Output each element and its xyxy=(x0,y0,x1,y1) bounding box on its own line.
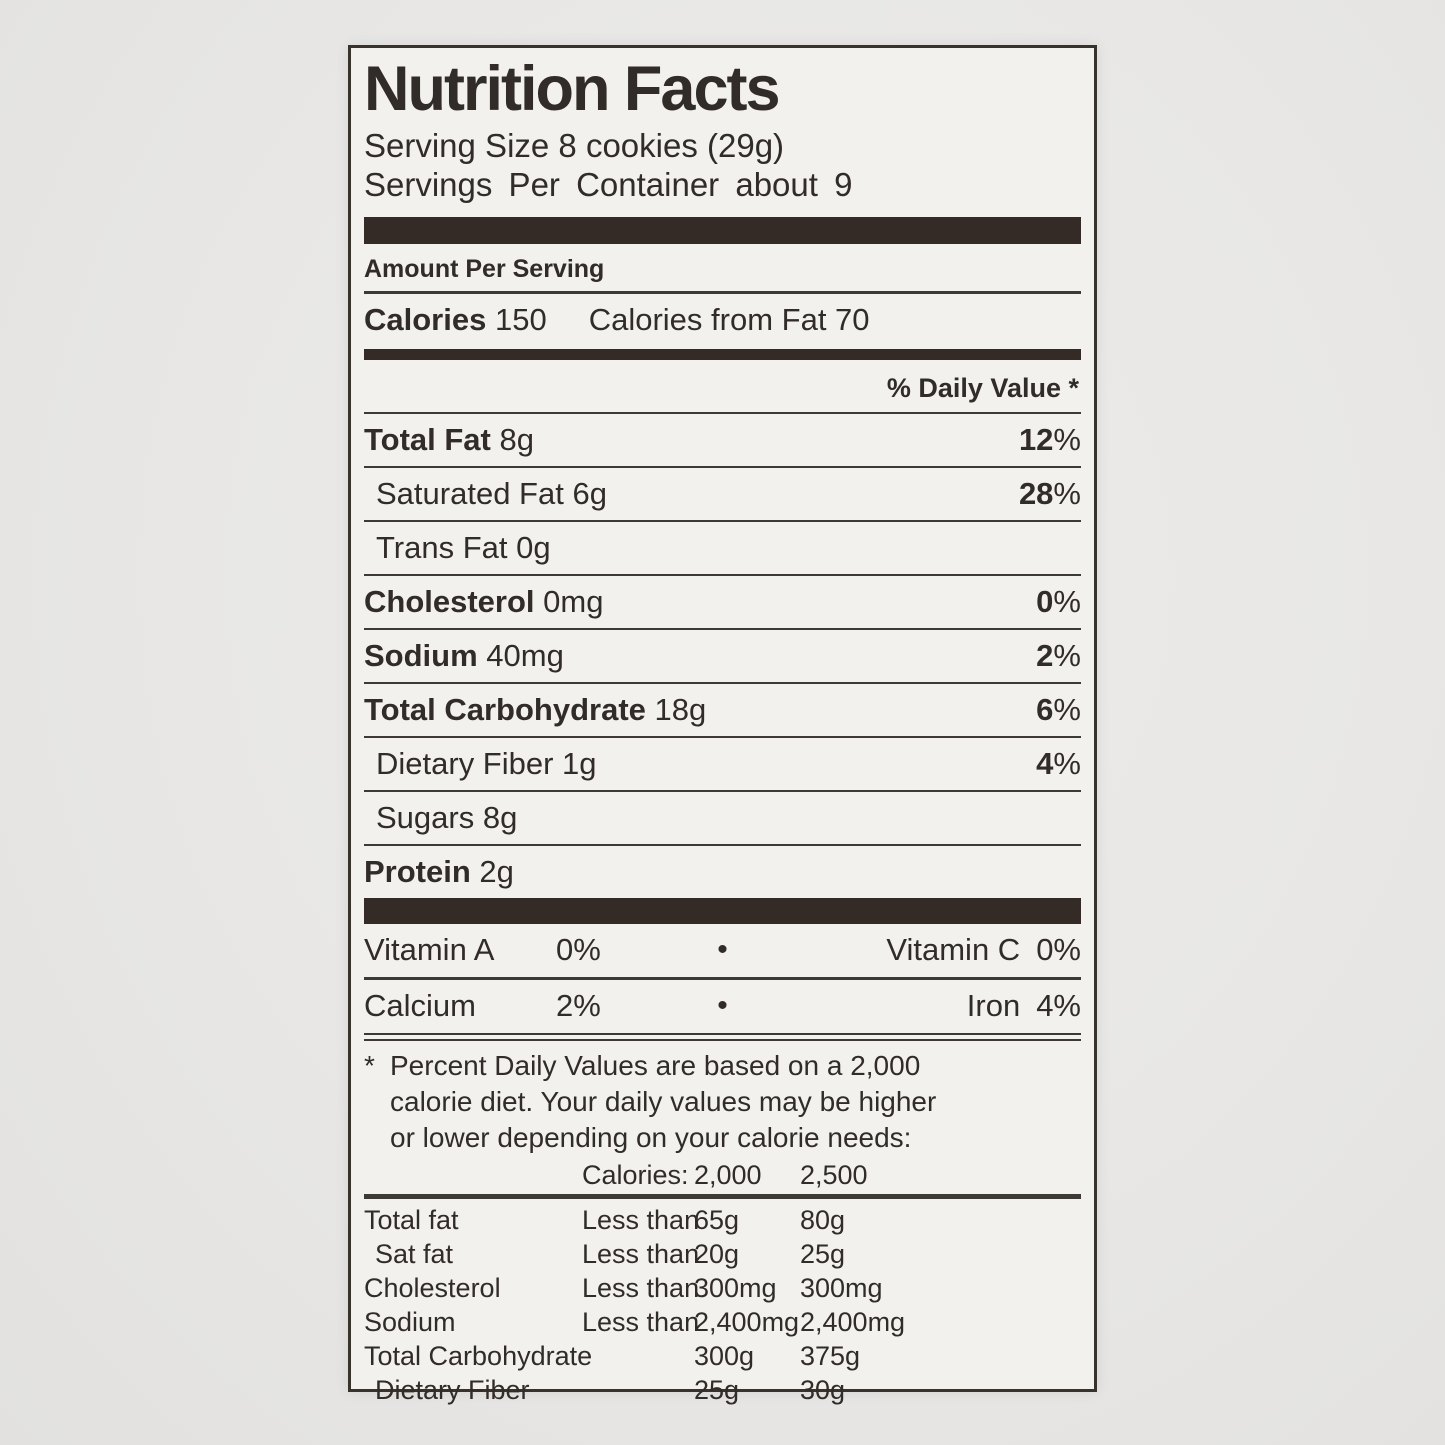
col-2000-header: 2,000 xyxy=(694,1160,762,1190)
nutrient-rows: Total Fat 8g 12% Saturated Fat 6g 28% Trans … xyxy=(364,414,1081,898)
calories-header: Calories: xyxy=(582,1160,689,1190)
reference-col1: 65g xyxy=(694,1205,740,1235)
reference-name: Sodium xyxy=(364,1307,456,1337)
footnote-text: Percent Daily Values are based on a 2,00… xyxy=(390,1050,937,1153)
percent-daily-value-heading: % Daily Value * xyxy=(364,367,1081,414)
nutrient-row: Sugars 8g xyxy=(364,792,1081,846)
calories-from-fat: Calories from Fat 70 xyxy=(588,302,870,337)
nutrient-name-amount: Total Carbohydrate 18g xyxy=(364,692,707,727)
reference-table-row: Sodium Less than 2,400mg 2,400mg xyxy=(364,1305,1081,1339)
iron: Iron 4% xyxy=(966,988,1081,1023)
reference-qualifier: Less than xyxy=(582,1205,700,1235)
reference-table-row: Total fat Less than 65g 80g xyxy=(364,1203,1081,1237)
reference-col2: 30g xyxy=(800,1375,846,1405)
reference-name: Total Carbohydrate xyxy=(364,1341,593,1371)
nutrient-row: Dietary Fiber 1g 4% xyxy=(364,738,1081,792)
nutrient-daily-value: 6% xyxy=(1036,692,1081,727)
nutrient-row: Cholesterol 0mg 0% xyxy=(364,576,1081,630)
nutrition-facts-label: Nutrition Facts Serving Size 8 cookies (… xyxy=(348,45,1097,1405)
nutrient-name-amount: Protein 2g xyxy=(364,854,514,889)
bullet-separator: • xyxy=(717,933,728,966)
footnote: * Percent Daily Values are based on a 2,… xyxy=(364,1048,1081,1156)
reference-qualifier: Less than xyxy=(582,1307,700,1337)
vitamin-row-1: Vitamin A 0% • Vitamin C 0% xyxy=(364,924,1081,980)
reference-col2: 375g xyxy=(800,1341,861,1371)
nutrient-daily-value: 0% xyxy=(1036,584,1081,619)
nutrient-name-amount: Saturated Fat 6g xyxy=(376,476,607,511)
reference-col2: 80g xyxy=(800,1205,846,1235)
reference-col1: 300g xyxy=(694,1341,755,1371)
reference-table-row: Sat fat Less than 20g 25g xyxy=(364,1237,1081,1271)
reference-col1: 20g xyxy=(694,1239,740,1269)
amount-per-serving-heading: Amount Per Serving xyxy=(364,255,1081,294)
reference-col2: 25g xyxy=(800,1239,846,1269)
nutrient-row: Sodium 40mg 2% xyxy=(364,630,1081,684)
nutrient-row: Trans Fat 0g xyxy=(364,522,1081,576)
reference-table-header: Calories: 2,000 2,500 xyxy=(364,1158,1081,1199)
calories-row: Calories 150 Calories from Fat 70 xyxy=(364,294,1081,347)
reference-table-row: Dietary Fiber 25g 30g xyxy=(364,1373,1081,1407)
separator-bar-top xyxy=(364,217,1081,244)
nutrient-daily-value: 12% xyxy=(1018,422,1081,457)
reference-qualifier xyxy=(582,1339,694,1373)
nutrient-row: Total Carbohydrate 18g 6% xyxy=(364,684,1081,738)
nutrient-name-amount: Sugars 8g xyxy=(376,800,518,835)
separator-bar-calories xyxy=(364,349,1081,360)
nutrient-name-amount: Total Fat 8g xyxy=(364,422,534,457)
serving-size-line: Serving Size 8 cookies (29g) xyxy=(364,127,785,164)
nutrient-daily-value: 4% xyxy=(1036,746,1081,781)
reference-table-row: Cholesterol Less than 300mg 300mg xyxy=(364,1271,1081,1305)
reference-col1: 2,400mg xyxy=(694,1307,800,1337)
vitamin-a: Vitamin A 0% xyxy=(364,932,601,967)
nutrient-daily-value: 2% xyxy=(1036,638,1081,673)
reference-name: Dietary Fiber xyxy=(375,1375,530,1405)
reference-col1: 300mg xyxy=(694,1273,777,1303)
nutrient-name-amount: Cholesterol 0mg xyxy=(364,584,604,619)
calcium: Calcium 2% xyxy=(364,988,601,1023)
nutrient-row: Total Fat 8g 12% xyxy=(364,414,1081,468)
reference-table-row: Total Carbohydrate 300g 375g xyxy=(364,1339,1081,1373)
nutrient-name-amount: Dietary Fiber 1g xyxy=(376,746,597,781)
separator-bar-protein xyxy=(364,898,1081,924)
daily-values-reference-table: Calories: 2,000 2,500 Total fat Less than… xyxy=(364,1158,1081,1407)
reference-name: Total fat xyxy=(364,1205,459,1235)
calories-amount: Calories 150 xyxy=(364,302,547,337)
bullet-separator: • xyxy=(717,989,728,1022)
reference-table-body: Total fat Less than 65g 80g Sat fat Less than… xyxy=(364,1199,1081,1407)
nutrient-daily-value: 28% xyxy=(1018,476,1081,511)
reference-name: Sat fat xyxy=(375,1239,454,1269)
vitamin-row-2: Calcium 2% • Iron 4% xyxy=(364,980,1081,1033)
col-2500-header: 2,500 xyxy=(800,1160,868,1190)
reference-qualifier: Less than xyxy=(582,1273,700,1303)
servings-per-container-line: Servings Per Container about 9 xyxy=(364,166,853,203)
nutrient-row: Saturated Fat 6g 28% xyxy=(364,468,1081,522)
nutrient-name-amount: Trans Fat 0g xyxy=(376,530,551,565)
reference-name: Cholesterol xyxy=(364,1273,501,1303)
reference-qualifier xyxy=(582,1373,694,1407)
label-title: Nutrition Facts xyxy=(364,54,781,124)
nutrient-name-amount: Sodium 40mg xyxy=(364,638,564,673)
reference-col2: 300mg xyxy=(800,1273,883,1303)
nutrient-row: Protein 2g xyxy=(364,846,1081,898)
double-rule xyxy=(364,1033,1081,1041)
vitamin-c: Vitamin C 0% xyxy=(886,932,1081,967)
reference-col2: 2,400mg xyxy=(800,1307,906,1337)
reference-qualifier: Less than xyxy=(582,1239,700,1269)
footnote-asterisk: * xyxy=(364,1050,375,1081)
reference-col1: 25g xyxy=(694,1375,740,1405)
